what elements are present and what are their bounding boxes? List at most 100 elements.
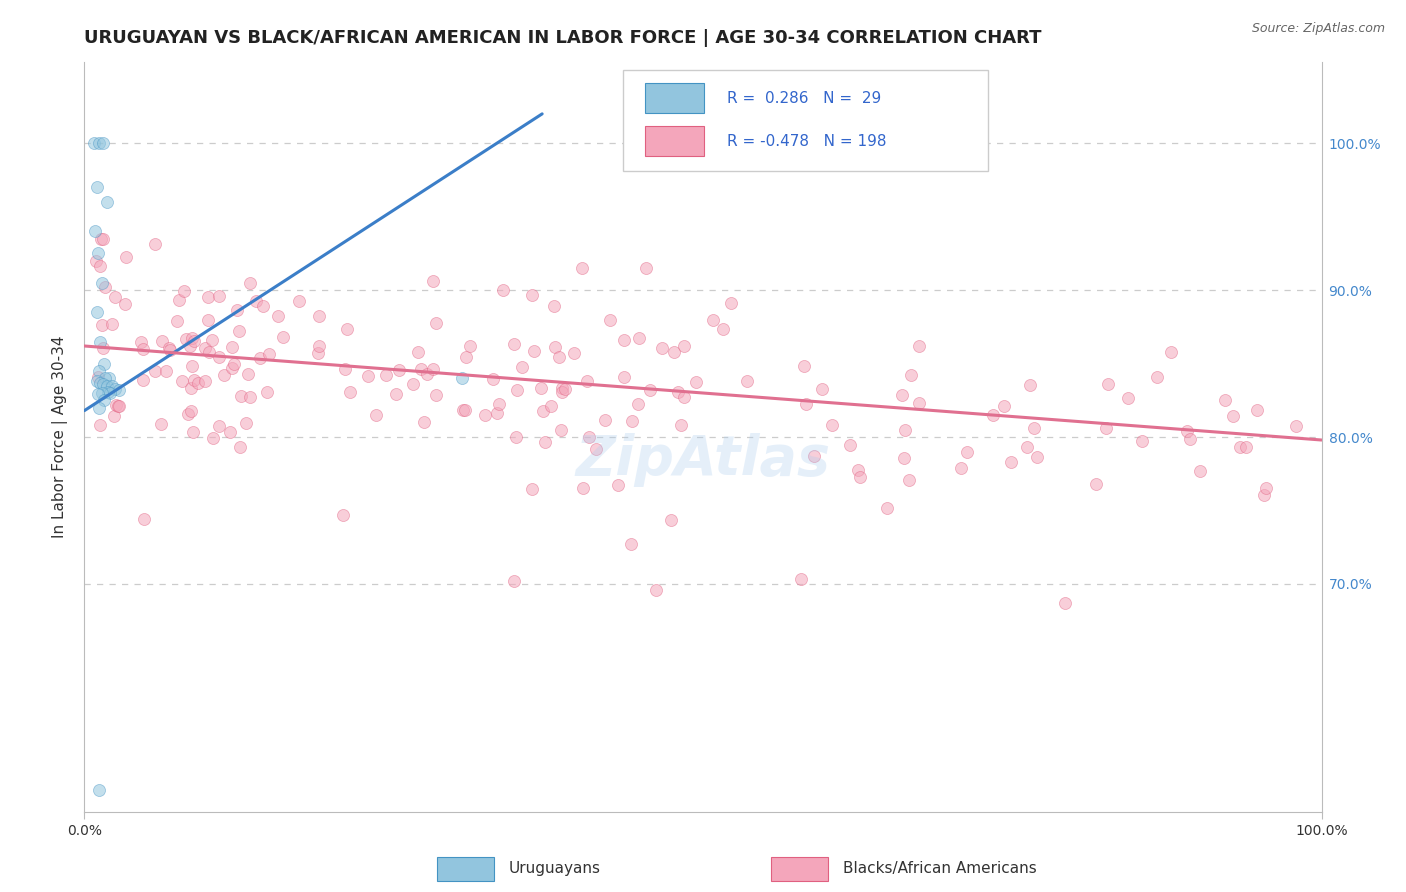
- Point: [173, 284, 195, 298]
- Point: [201, 431, 224, 445]
- Point: [83, 136, 105, 151]
- Point: [131, 334, 153, 349]
- Point: [219, 425, 242, 440]
- Point: [235, 416, 257, 430]
- Point: [104, 382, 127, 396]
- Point: [531, 404, 554, 418]
- Point: [645, 583, 668, 598]
- Point: [201, 333, 224, 347]
- Point: [993, 399, 1015, 413]
- Point: [91, 318, 114, 333]
- Point: [492, 283, 515, 297]
- Point: [893, 423, 915, 437]
- Point: [245, 293, 267, 308]
- Point: [1085, 476, 1108, 491]
- Point: [98, 371, 121, 385]
- Point: [793, 359, 815, 373]
- Point: [89, 136, 111, 151]
- Point: [454, 402, 477, 417]
- Point: [481, 372, 503, 386]
- Point: [177, 407, 200, 421]
- Point: [1054, 596, 1077, 610]
- Point: [1019, 378, 1042, 392]
- Point: [593, 413, 616, 427]
- Point: [181, 331, 204, 345]
- Point: [339, 384, 361, 399]
- Point: [194, 374, 217, 388]
- Point: [503, 336, 526, 351]
- Point: [1015, 440, 1038, 454]
- Point: [897, 473, 920, 487]
- Point: [1285, 418, 1308, 433]
- Text: Blacks/African Americans: Blacks/African Americans: [842, 861, 1036, 876]
- Point: [174, 332, 197, 346]
- Point: [375, 368, 398, 382]
- Point: [638, 383, 661, 397]
- Point: [412, 415, 434, 429]
- FancyBboxPatch shape: [623, 70, 987, 171]
- Point: [458, 339, 481, 353]
- Point: [702, 313, 724, 327]
- Point: [659, 513, 682, 527]
- Point: [89, 401, 111, 415]
- Point: [1025, 450, 1047, 465]
- Point: [84, 254, 107, 268]
- Point: [907, 396, 929, 410]
- Point: [198, 344, 221, 359]
- Point: [1253, 488, 1275, 502]
- Text: Source: ZipAtlas.com: Source: ZipAtlas.com: [1251, 22, 1385, 36]
- Point: [207, 418, 229, 433]
- Point: [221, 340, 243, 354]
- Point: [523, 344, 546, 359]
- Point: [86, 305, 108, 319]
- Point: [1236, 440, 1258, 454]
- Point: [98, 386, 121, 401]
- Point: [101, 317, 124, 331]
- Point: [669, 417, 692, 432]
- Point: [1180, 432, 1202, 446]
- Point: [890, 388, 912, 402]
- Point: [613, 333, 636, 347]
- Point: [132, 343, 155, 357]
- Y-axis label: In Labor Force | Age 30-34: In Labor Force | Age 30-34: [52, 335, 69, 539]
- Point: [181, 359, 204, 373]
- Point: [212, 368, 235, 382]
- Point: [91, 341, 114, 355]
- Point: [115, 250, 138, 264]
- Point: [179, 339, 201, 353]
- Point: [562, 346, 585, 360]
- Point: [950, 460, 973, 475]
- Point: [308, 338, 330, 352]
- Point: [87, 387, 110, 401]
- Point: [900, 368, 922, 383]
- Text: R = -0.478   N = 198: R = -0.478 N = 198: [727, 134, 886, 149]
- Point: [409, 361, 432, 376]
- Point: [711, 321, 734, 335]
- Point: [105, 398, 128, 412]
- Point: [627, 331, 650, 345]
- Point: [114, 297, 136, 311]
- Point: [180, 381, 202, 395]
- Point: [91, 232, 114, 246]
- Point: [550, 381, 572, 395]
- Point: [97, 384, 120, 399]
- Point: [685, 375, 707, 389]
- Point: [540, 399, 562, 413]
- Point: [93, 357, 115, 371]
- Point: [108, 383, 131, 397]
- Point: [170, 374, 193, 388]
- Point: [86, 374, 108, 388]
- Point: [1175, 424, 1198, 438]
- Point: [893, 450, 915, 465]
- Point: [357, 369, 380, 384]
- Point: [585, 442, 607, 456]
- Point: [249, 351, 271, 365]
- Point: [96, 194, 118, 209]
- Point: [544, 340, 567, 354]
- Point: [821, 418, 844, 433]
- Point: [606, 478, 628, 492]
- Point: [543, 300, 565, 314]
- Point: [551, 384, 574, 399]
- Point: [91, 377, 114, 392]
- Point: [673, 390, 696, 404]
